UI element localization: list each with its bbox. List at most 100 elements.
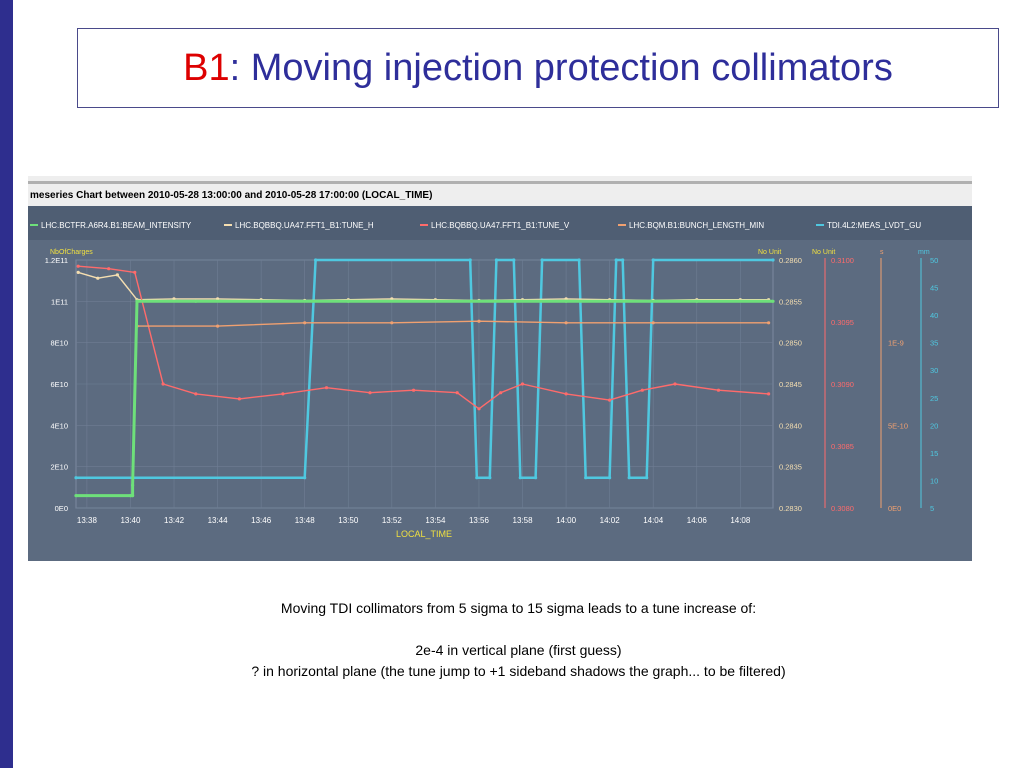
- title-text: : Moving injection protection collimator…: [229, 47, 893, 89]
- y-tick-label: 0.2835: [779, 463, 802, 472]
- series-point: [281, 392, 285, 396]
- series-point: [390, 321, 394, 325]
- series-point: [468, 258, 472, 262]
- y-tick-label: 0.3100: [831, 256, 854, 265]
- series-point: [368, 391, 372, 395]
- x-tick-label: 14:00: [556, 516, 577, 525]
- y-tick-label: 15: [930, 449, 938, 458]
- series-point: [76, 270, 80, 274]
- series-point: [771, 258, 775, 262]
- series-point: [455, 391, 459, 395]
- series-point: [346, 299, 350, 303]
- y-axis-unit: NbOfCharges: [50, 249, 93, 256]
- series-point: [716, 388, 721, 392]
- y-tick-label: 50: [930, 256, 938, 265]
- series-point: [135, 299, 139, 303]
- series-point: [74, 494, 78, 498]
- series-point: [512, 258, 516, 262]
- chart-background: [28, 176, 972, 561]
- series-point: [477, 407, 481, 411]
- series-point: [564, 297, 568, 301]
- series-point: [673, 382, 677, 386]
- series-point: [412, 388, 416, 392]
- x-tick-label: 13:42: [164, 516, 185, 525]
- x-tick-label: 13:52: [382, 516, 403, 525]
- y-tick-label: 0.2845: [779, 380, 802, 389]
- y-tick-label: 0.3095: [831, 318, 854, 327]
- series-point: [131, 483, 135, 487]
- series-point: [577, 258, 581, 262]
- series-point: [564, 392, 568, 396]
- series-point: [115, 273, 119, 277]
- legend-entry: LHC.BQBBQ.UA47.FFT1_B1:TUNE_V: [431, 221, 570, 230]
- series-point: [488, 476, 492, 480]
- x-tick-label: 13:56: [469, 516, 490, 525]
- chart-title-bar-edge: [28, 181, 972, 184]
- caption-spacer: [13, 619, 1024, 640]
- series-point: [767, 392, 771, 396]
- y-tick-label: 0.2860: [779, 256, 802, 265]
- series-point: [194, 299, 198, 303]
- y-tick-label: 0.2840: [779, 421, 802, 430]
- series-point: [621, 258, 625, 262]
- series-point: [651, 258, 655, 262]
- x-tick-label: 14:06: [687, 516, 708, 525]
- series-point: [477, 319, 481, 323]
- series-point: [564, 299, 568, 303]
- axis-ticks: 13:38 13:40 13:42 13:44 13:46 13:48 13:50 13:52…: [45, 256, 939, 525]
- y-tick-label: 6E10: [50, 380, 68, 389]
- series-point: [499, 391, 503, 395]
- legend-bar: [28, 206, 972, 240]
- y-tick-label: 0E0: [888, 504, 901, 513]
- y-tick-label: 8E10: [50, 339, 68, 348]
- series-point: [651, 321, 655, 325]
- series-point: [107, 267, 111, 271]
- y-tick-label: 5: [930, 504, 934, 513]
- caption-line-1: Moving TDI collimators from 5 sigma to 1…: [280, 600, 757, 616]
- series-point: [133, 270, 137, 274]
- y-tick-label: 0.3090: [831, 380, 854, 389]
- series-point: [74, 476, 78, 480]
- legend: LHC.BCTFR.A6R4.B1:BEAM_INTENSITY LHC.BQBB…: [30, 221, 921, 230]
- axis-units: NbOfCharges No Unit No Unit s mm: [50, 249, 930, 256]
- title-box: B1: Moving injection protection collimat…: [77, 28, 999, 108]
- y-tick-label: 0.2855: [779, 297, 802, 306]
- series-point: [640, 388, 644, 392]
- y-tick-label: 20: [930, 421, 938, 430]
- series-point: [608, 476, 612, 480]
- series-point: [540, 258, 544, 262]
- y-tick-label: 4E10: [50, 421, 68, 430]
- series-point: [608, 398, 612, 402]
- title-prefix: B1: [183, 47, 230, 89]
- timeseries-chart: meseries Chart between 2010-05-28 13:00:…: [28, 176, 972, 561]
- y-axis-unit: No Unit: [758, 249, 781, 256]
- caption-line-3: ? in horizontal plane (the tune jump to …: [251, 663, 786, 679]
- y-tick-label: 5E-10: [888, 421, 908, 430]
- y-axis-unit: s: [880, 249, 884, 256]
- y-tick-label: 40: [930, 311, 938, 320]
- x-tick-label: 13:38: [77, 516, 98, 525]
- series-point: [564, 321, 568, 325]
- y-axis-unit: No Unit: [812, 249, 835, 256]
- series-point: [534, 476, 538, 480]
- series-point: [216, 324, 220, 328]
- y-tick-label: 30: [930, 366, 938, 375]
- series-point: [494, 258, 498, 262]
- chart-title: meseries Chart between 2010-05-28 13:00:…: [30, 190, 432, 201]
- series-point: [584, 476, 588, 480]
- x-tick-label: 13:46: [251, 516, 272, 525]
- legend-entry: LHC.BCTFR.A6R4.B1:BEAM_INTENSITY: [41, 221, 192, 230]
- series-point: [695, 299, 699, 303]
- series-point: [518, 476, 522, 480]
- y-tick-label: 0.3085: [831, 442, 854, 451]
- legend-entry: TDI.4L2:MEAS_LVDT_GU: [827, 221, 921, 230]
- series-point: [627, 476, 631, 480]
- y-tick-label: 0.3080: [831, 504, 854, 513]
- series-point: [314, 258, 318, 262]
- x-axis-label: LOCAL_TIME: [396, 529, 452, 539]
- x-tick-label: 13:48: [295, 516, 316, 525]
- series-line: [76, 258, 773, 479]
- y-tick-label: 25: [930, 394, 938, 403]
- x-tick-label: 13:44: [208, 516, 229, 525]
- series-line: [78, 265, 769, 410]
